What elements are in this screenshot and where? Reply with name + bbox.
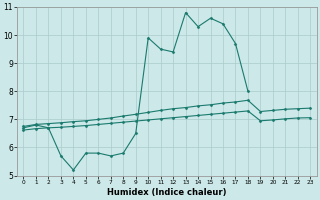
- X-axis label: Humidex (Indice chaleur): Humidex (Indice chaleur): [107, 188, 227, 197]
